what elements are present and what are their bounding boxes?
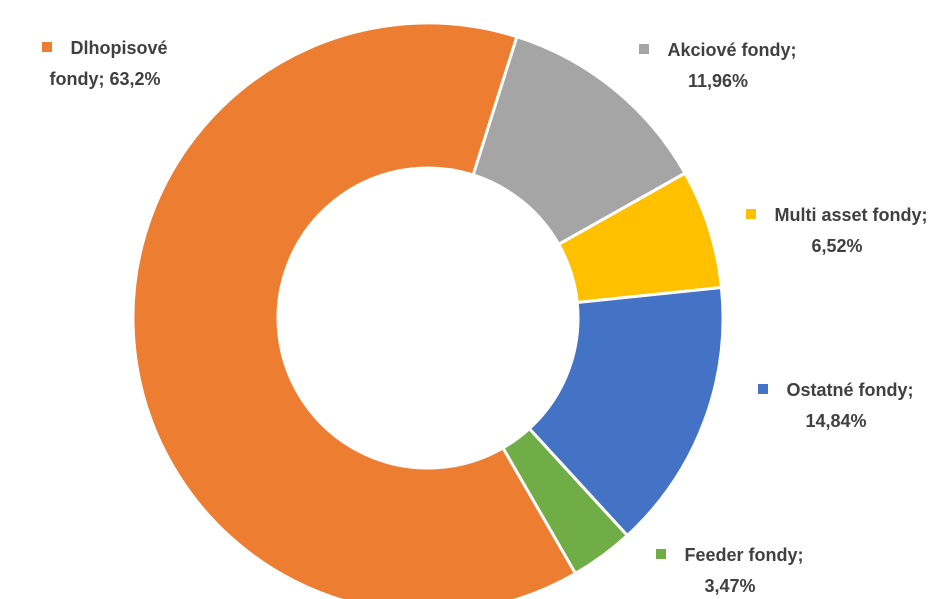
- separator: ;: [907, 380, 919, 400]
- label-key: [758, 384, 769, 394]
- data-label: Ostatné fondy; 14,84%: [736, 375, 936, 437]
- value-label: 63,2%: [109, 69, 161, 89]
- data-label: Akciové fondy; 11,96%: [628, 35, 808, 97]
- label-key: [746, 209, 757, 219]
- value-label: 11,96%: [687, 71, 749, 91]
- value-label: 14,84%: [805, 411, 867, 431]
- category: Multi asset fondy: [774, 205, 922, 225]
- separator: ;: [797, 545, 809, 565]
- slice: [131, 21, 578, 599]
- label-key: [656, 549, 667, 559]
- category: Feeder fondy: [684, 545, 798, 565]
- data-label: Feeder fondy; 3,47%: [630, 540, 830, 599]
- separator: ;: [98, 69, 110, 89]
- separator: ;: [921, 205, 933, 225]
- value-label: 6,52%: [811, 236, 863, 256]
- slice: [527, 285, 725, 538]
- category: Akciové fondy: [667, 40, 791, 60]
- label-key: [42, 42, 53, 52]
- label-key: [639, 44, 650, 54]
- data-label: Dlhopisové fondy; 63,2%: [20, 33, 190, 95]
- data-label: Multi asset fondy; 6,52%: [742, 200, 932, 262]
- slice: [500, 426, 630, 576]
- separator: ;: [790, 40, 802, 60]
- category: Dlhopisové fondy: [49, 38, 168, 89]
- category: Ostatné fondy: [786, 380, 908, 400]
- value-label: 3,47%: [704, 576, 756, 596]
